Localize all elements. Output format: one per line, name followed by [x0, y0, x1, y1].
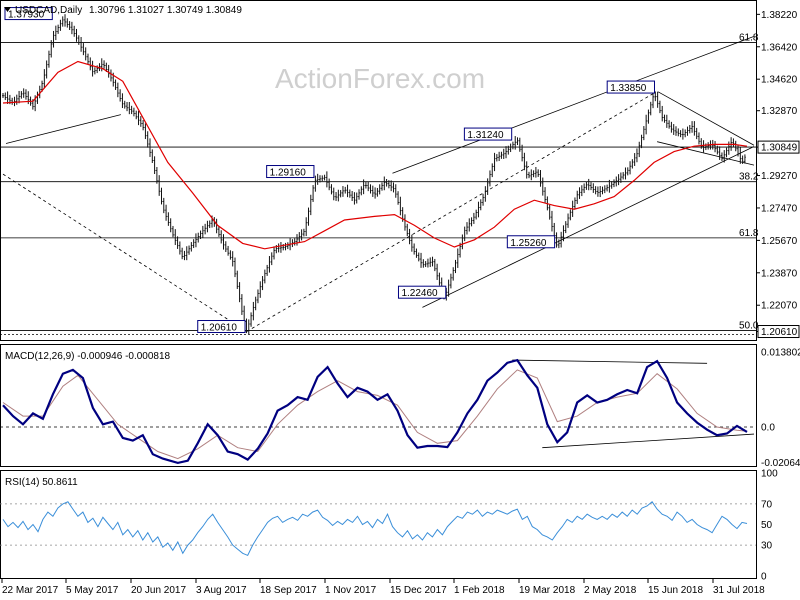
x-axis-tick-label: 5 May 2017: [66, 585, 119, 596]
price-axis-tick-label: 1.25670: [761, 236, 798, 247]
rsi-panel-frame: [0, 470, 757, 579]
x-axis-tick-label: 15 Dec 2017: [390, 585, 447, 596]
current-price-box: [757, 140, 800, 154]
price-annotation-box: [197, 320, 246, 334]
price-axis-tick-label: 1.29270: [761, 171, 798, 182]
rsi-axis-tick-label: 50: [761, 520, 773, 531]
x-axis-tick-label: 1 Feb 2018: [454, 585, 505, 596]
price-annotation-box: [266, 165, 315, 179]
x-axis-tick-label: 1 Nov 2017: [325, 585, 377, 596]
price-axis-tick-label: 1.22070: [761, 301, 798, 312]
axis-layer: 1.38220 1.36420 1.34620 1.32870 1.30849 1.292…: [1, 10, 800, 596]
macd-line: [2, 358, 748, 465]
trend-line: [2, 173, 247, 332]
price-panel-frame: [0, 0, 757, 341]
price-axis-tick-label: 1.36420: [761, 42, 798, 53]
x-axis-tick-label: 20 Jun 2017: [131, 585, 186, 596]
price-axis-tick-label: 1.38220: [761, 10, 798, 21]
macd-panel-frame: [0, 344, 757, 467]
trend-line: [422, 146, 755, 308]
rsi-layer: [0, 501, 756, 557]
moving-average-line: [2, 60, 748, 250]
x-axis-tick-label: 22 Mar 2017: [2, 585, 59, 596]
annotation-layer: 1.37930 1.33850 1.31240 1.29160 1.25260 1.224…: [4, 7, 655, 334]
price-annotation-box: [4, 7, 53, 21]
price-annotation-label: 1.33850: [610, 83, 647, 94]
rsi-axis-tick-label: 70: [761, 499, 773, 510]
macd-trend-line: [542, 433, 755, 449]
x-axis-tick-label: 2 May 2018: [584, 585, 637, 596]
price-annotation-label: 1.20610: [201, 323, 238, 334]
price-axis-tick-label: 1.32870: [761, 106, 798, 117]
price-annotation-box: [397, 285, 447, 299]
fib-level-label: 50.0: [739, 320, 759, 331]
macd-axis-tick-label: 0.013802: [761, 347, 800, 358]
price-annotation-box: [463, 127, 513, 141]
price-axis-tick-label: 1.34620: [761, 75, 798, 86]
watermark: ActionForex.com: [275, 63, 485, 94]
trend-line: [657, 141, 755, 166]
macd-layer: [0, 358, 756, 465]
price-annotation-label: 1.22460: [401, 288, 438, 299]
price-annotation-label: 1.25260: [510, 238, 547, 249]
rsi-line: [2, 501, 748, 557]
rsi-axis-tick-label: 30: [761, 541, 773, 552]
fib-level-label: 61.8: [739, 228, 759, 239]
price-layer: 61.838.261.850.0: [0, 14, 759, 335]
price-annotation-label: 1.29160: [270, 168, 307, 179]
trend-line: [657, 91, 755, 146]
fib-level-label: 38.2: [739, 172, 759, 183]
price-axis-tick-label: 1.20610: [761, 327, 798, 338]
trend-line: [5, 114, 121, 144]
macd-title: MACD(12,26,9) -0.000946 -0.000818: [5, 351, 171, 362]
price-annotation-label: 1.31240: [467, 130, 504, 141]
trend-line: [246, 92, 655, 332]
trend-line: [392, 35, 755, 174]
ohlc-label: 1.30796 1.31027 1.30749 1.30849: [89, 5, 242, 16]
x-axis-tick-label: 3 Aug 2017: [196, 585, 247, 596]
x-axis-tick-label: 15 Jun 2018: [648, 585, 703, 596]
price-annotation-box: [506, 235, 556, 249]
macd-axis-tick-label: -0.020648: [761, 458, 800, 469]
rsi-axis-tick-label: 100: [761, 469, 778, 480]
symbol-label: USDCAD,Daily: [15, 5, 82, 16]
rsi-title: RSI(14) 50.8611: [5, 477, 78, 488]
macd-signal-line: [2, 369, 748, 460]
price-axis-tick-label: 1.23870: [761, 268, 798, 279]
price-annotation-label: 1.37930: [8, 10, 45, 21]
rsi-axis-tick-label: 0: [761, 572, 767, 583]
price-annotation-box: [606, 80, 655, 94]
price-axis-tick-label: 1.27470: [761, 203, 798, 214]
level-price-box: [757, 325, 800, 339]
x-axis-tick-label: 19 Mar 2018: [519, 585, 576, 596]
x-axis-tick-label: 31 Jul 2018: [713, 585, 765, 596]
dropdown-triangle-icon[interactable]: [4, 7, 11, 12]
price-axis-tick-label: 1.30849: [761, 143, 798, 154]
macd-axis-tick-label: 0.0: [761, 422, 775, 433]
x-axis-tick-label: 18 Sep 2017: [260, 585, 317, 596]
macd-trend-line: [512, 359, 708, 364]
